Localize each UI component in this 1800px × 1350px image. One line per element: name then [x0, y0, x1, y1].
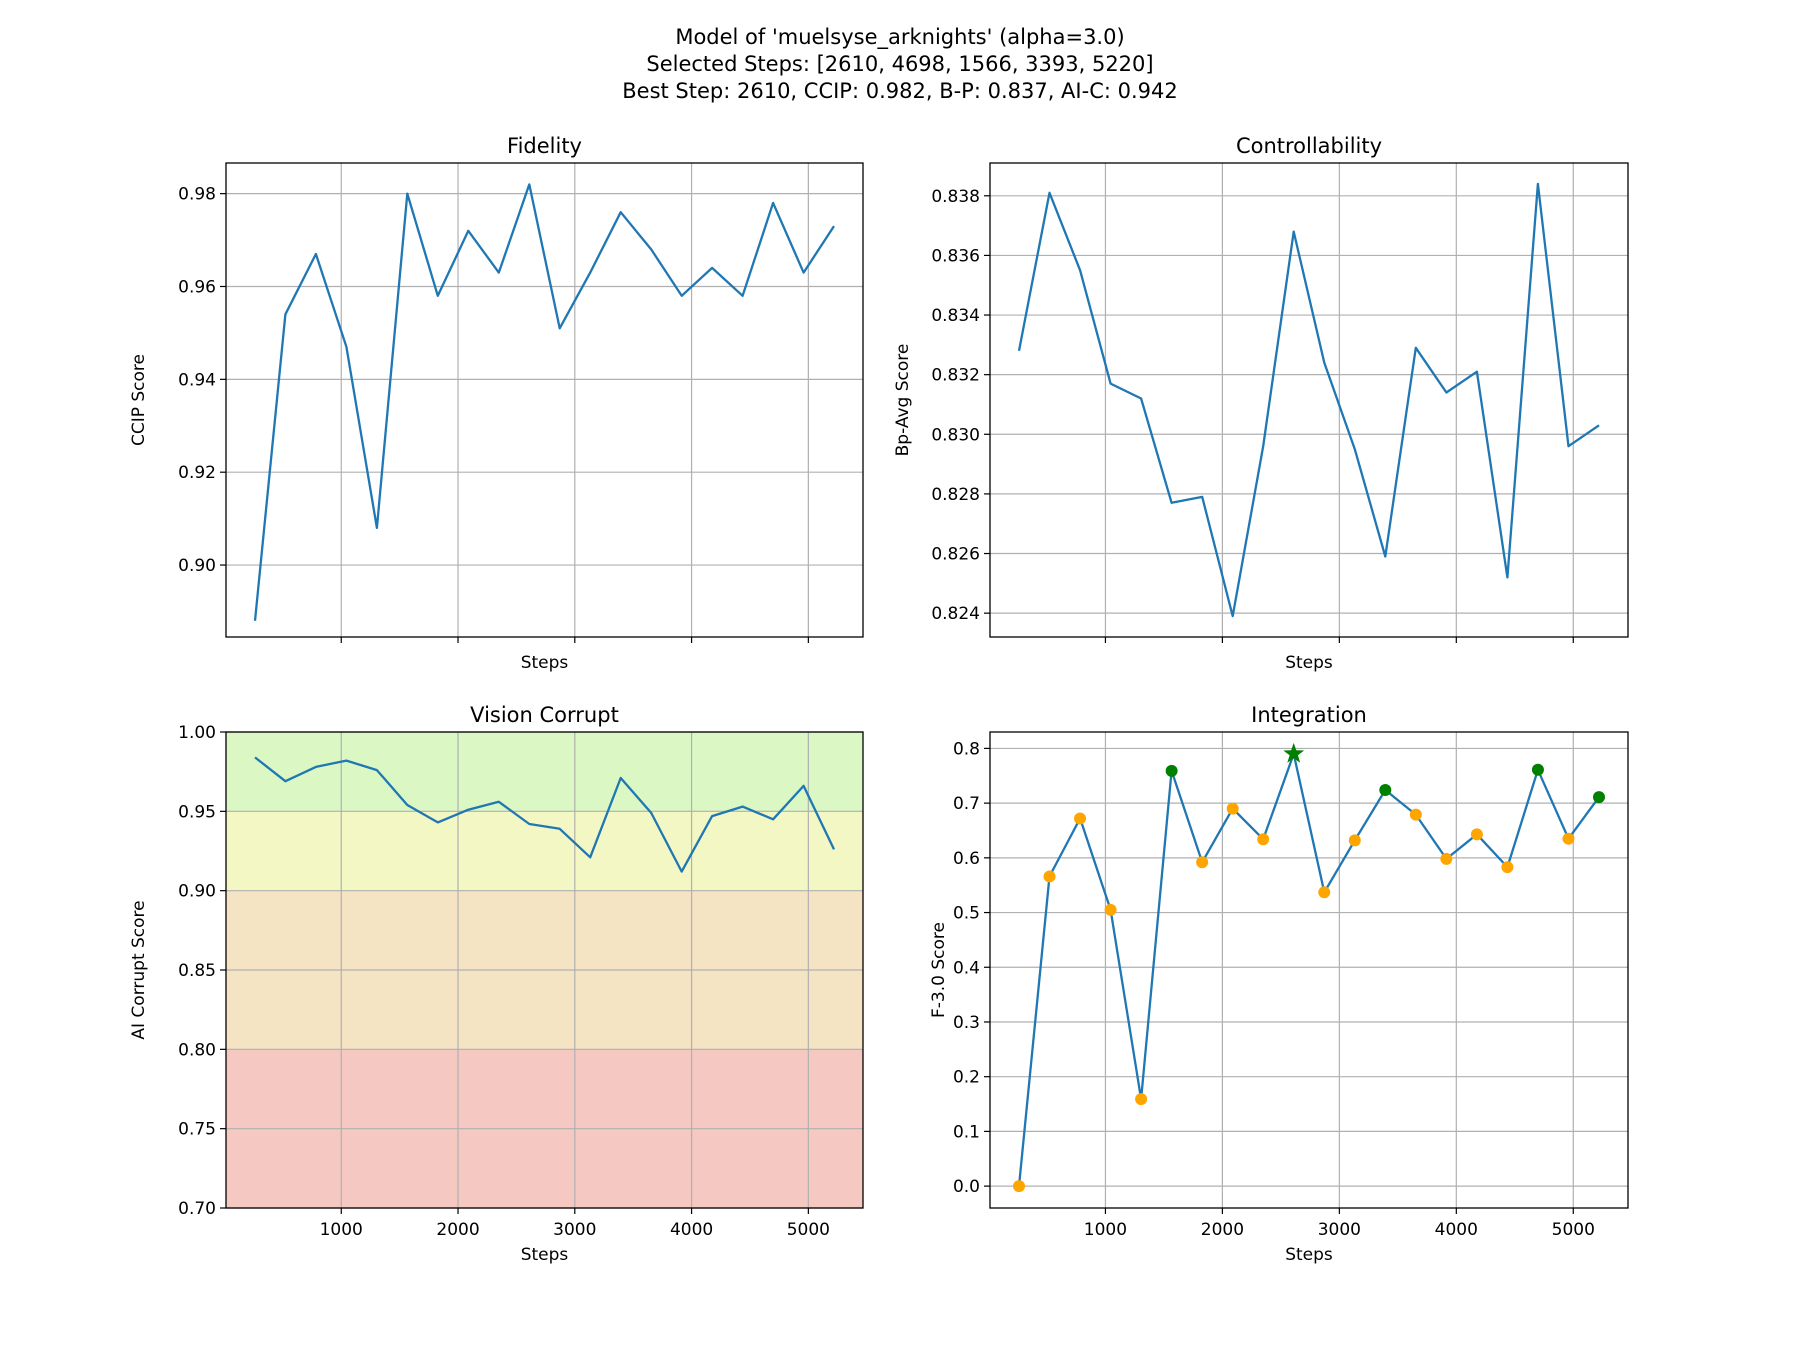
- x-tick-label: 4000: [670, 1220, 713, 1240]
- series-line: [254, 756, 836, 873]
- band-yellow: [226, 811, 863, 891]
- selected-point: [1592, 791, 1605, 804]
- x-tick-label: 3000: [1318, 1220, 1361, 1240]
- x-tick-label: 1000: [320, 1220, 363, 1240]
- best-step-star-marker: [1283, 742, 1305, 763]
- y-axis-label: F-3.0 Score: [929, 922, 949, 1018]
- y-tick-label: 0.834: [931, 306, 980, 326]
- y-tick-label: 0.824: [931, 604, 980, 624]
- y-axis-label: Bp-Avg Score: [893, 344, 913, 457]
- y-tick-label: 0.6: [953, 849, 980, 869]
- y-tick-label: 0.1: [953, 1122, 980, 1142]
- data-point: [1318, 886, 1331, 899]
- y-tick-label: 0.92: [178, 463, 216, 483]
- x-tick-label: 2000: [1201, 1220, 1244, 1240]
- x-tick-label: 4000: [1435, 1220, 1478, 1240]
- panel-title: Vision Corrupt: [470, 703, 619, 727]
- data-point: [1196, 856, 1209, 869]
- y-tick-label: 0.95: [178, 802, 216, 822]
- data-point: [1348, 834, 1361, 847]
- y-tick-label: 0.98: [178, 185, 216, 205]
- y-tick-label: 0.85: [178, 961, 216, 981]
- data-point: [1226, 802, 1239, 815]
- data-point: [1074, 812, 1087, 825]
- y-tick-label: 0.832: [931, 366, 980, 386]
- y-tick-label: 0.75: [178, 1120, 216, 1140]
- y-tick-label: 0.836: [931, 246, 980, 266]
- y-tick-label: 0.70: [178, 1199, 216, 1219]
- y-tick-label: 0.90: [178, 882, 216, 902]
- axes-frame: [989, 731, 1629, 1209]
- x-tick-label: 2000: [436, 1220, 479, 1240]
- data-point: [1470, 828, 1483, 841]
- figure-title-line-1: Model of 'muelsyse_arknights' (alpha=3.0…: [675, 25, 1124, 50]
- y-tick-label: 0.0: [953, 1177, 980, 1197]
- y-tick-label: 0.3: [953, 1013, 980, 1033]
- y-tick-label: 0.80: [178, 1040, 216, 1060]
- x-tick-label: 1000: [1084, 1220, 1127, 1240]
- selected-point: [1531, 763, 1544, 776]
- y-tick-label: 0.7: [953, 794, 980, 814]
- y-tick-label: 0.826: [931, 545, 980, 565]
- series-line: [1017, 182, 1600, 618]
- data-point: [1043, 870, 1056, 883]
- panel-title: Controllability: [1236, 134, 1382, 158]
- data-point: [1501, 861, 1514, 874]
- axes-frame: [989, 162, 1629, 638]
- y-tick-label: 0.830: [931, 425, 980, 445]
- data-point: [1440, 852, 1453, 865]
- x-tick-label: 5000: [1552, 1220, 1595, 1240]
- data-point: [1257, 833, 1270, 846]
- y-axis-label: CCIP Score: [129, 354, 149, 446]
- panel-controllability: 0.824 0.826 0.828 0.830 0.832 0.834 0.836 0.838…: [893, 134, 1629, 673]
- data-point: [1135, 1093, 1148, 1106]
- panel-vision-corrupt: 1000 2000 3000 4000 5000 0.70 0.75 0.80 0.85 0.90…: [129, 703, 864, 1265]
- x-tick-label: 3000: [553, 1220, 596, 1240]
- y-tick-label: 0.4: [953, 958, 980, 978]
- y-axis-label: AI Corrupt Score: [129, 900, 149, 1039]
- data-point: [1562, 832, 1575, 845]
- data-point: [1409, 808, 1422, 821]
- series-line: [1017, 752, 1600, 1187]
- x-axis-label: Steps: [521, 1245, 569, 1265]
- selected-point: [1379, 783, 1392, 796]
- x-axis-label: Steps: [521, 653, 569, 673]
- panel-title: Integration: [1251, 703, 1367, 727]
- x-axis-label: Steps: [1285, 1245, 1333, 1265]
- x-axis-label: Steps: [1285, 653, 1333, 673]
- panel-title: Fidelity: [507, 134, 582, 158]
- y-tick-label: 0.96: [178, 277, 216, 297]
- y-tick-label: 0.8: [953, 739, 980, 759]
- y-tick-label: 0.94: [178, 370, 216, 390]
- panel-fidelity: 0.90 0.92 0.94 0.96 0.98 Fidelity Steps CCIP Sc…: [129, 134, 864, 673]
- x-tick-label: 5000: [787, 1220, 830, 1240]
- figure-title-line-2: Selected Steps: [2610, 4698, 1566, 3393,…: [646, 52, 1153, 76]
- figure-title-line-3: Best Step: 2610, CCIP: 0.982, B-P: 0.837…: [622, 79, 1177, 103]
- y-tick-label: 1.00: [178, 723, 216, 743]
- series-line: [253, 183, 835, 621]
- data-point: [1104, 903, 1117, 916]
- y-tick-label: 0.2: [953, 1068, 980, 1088]
- band-green: [226, 732, 863, 812]
- y-tick-label: 0.828: [931, 485, 980, 505]
- axes-frame: [225, 162, 864, 638]
- y-tick-label: 0.90: [178, 556, 216, 576]
- y-tick-label: 0.838: [931, 187, 980, 207]
- selected-point: [1165, 764, 1178, 777]
- panel-integration: 1000 2000 3000 4000 5000 0.0 0.1 0.2 0.3 0.4 0.5 0.…: [929, 703, 1629, 1265]
- data-point: [1013, 1180, 1026, 1193]
- y-tick-label: 0.5: [953, 904, 980, 924]
